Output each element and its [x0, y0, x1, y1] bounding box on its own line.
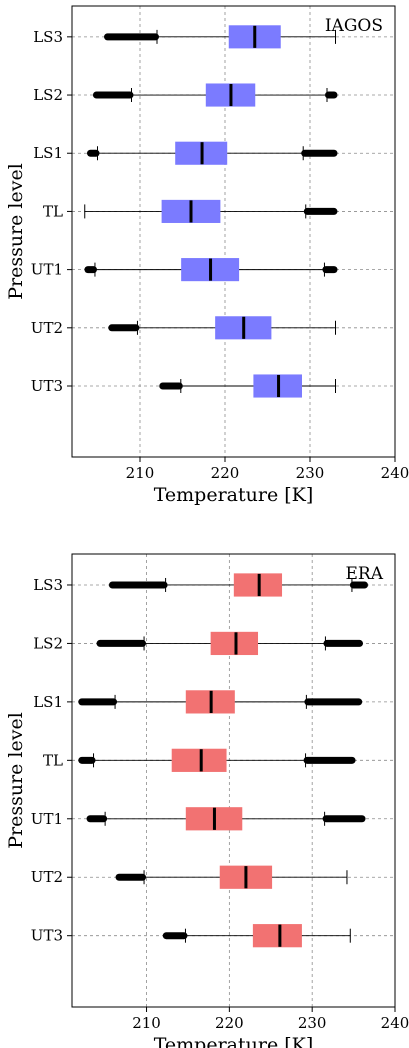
box-ut3	[159, 374, 336, 398]
x-tick-label-220: 220	[215, 1014, 244, 1032]
x-axis-title: Temperature [K]	[154, 1034, 314, 1048]
outliers-low	[104, 33, 159, 41]
box-ut3	[162, 924, 351, 948]
era-boxplot-panel: 210 220 230 240 LS3 LS2 LS1 TL UT1 UT2 UT3 Temperat…	[5, 553, 409, 1048]
iqr-box	[252, 924, 302, 948]
y-tick-label-ut2: UT2	[31, 319, 63, 337]
x-tick-label-240: 240	[381, 1014, 409, 1032]
outliers-high	[301, 149, 338, 157]
y-tick-label-tl: TL	[43, 751, 63, 769]
y-tick-label-ut2: UT2	[31, 868, 63, 886]
y-tick-label-tl: TL	[43, 202, 63, 220]
y-tick-label-ls3: LS3	[33, 576, 63, 594]
box-ls2	[96, 631, 364, 656]
y-tick-label-ut1: UT1	[31, 261, 63, 279]
x-tick-label-220: 220	[211, 464, 240, 482]
outliers-low	[84, 266, 97, 274]
panel-title: IAGOS	[325, 16, 383, 36]
outliers-low	[78, 756, 96, 764]
outliers-high	[323, 639, 364, 647]
y-tick-label-ut1: UT1	[31, 810, 63, 828]
box-ls3	[104, 25, 336, 49]
outliers-high	[322, 815, 366, 823]
outliers-low	[78, 698, 118, 706]
box-ls1	[78, 690, 363, 714]
iagos-boxplot-panel: 210 220 230 240 LS3 LS2 LS1 TL UT1 UT2 UT3 Temperat…	[5, 5, 409, 506]
box-tl	[78, 748, 356, 772]
x-tick-label-210: 210	[132, 1014, 161, 1032]
outliers-low	[96, 639, 147, 647]
outliers-high	[304, 698, 363, 706]
outliers-low	[108, 581, 168, 589]
iqr-box	[210, 631, 259, 656]
axes-frame	[71, 553, 396, 1008]
box-ls3	[108, 573, 369, 597]
y-axis-title: Pressure level	[5, 712, 27, 849]
axes-frame	[71, 5, 396, 458]
iqr-box	[171, 748, 227, 772]
x-tick-label-230: 230	[296, 464, 325, 482]
box-ut1	[86, 807, 366, 831]
x-tick-label-210: 210	[126, 464, 155, 482]
y-axis-title: Pressure level	[5, 163, 27, 300]
y-tick-label-ut3: UT3	[31, 377, 63, 395]
outliers-high	[322, 266, 338, 274]
box-ls1	[87, 141, 338, 165]
outliers-low	[159, 382, 183, 390]
outliers-low	[86, 815, 108, 823]
x-tick-label-230: 230	[298, 1014, 327, 1032]
x-axis-title: Temperature [K]	[154, 484, 314, 506]
outliers-low	[162, 932, 188, 940]
outliers-high	[303, 756, 356, 764]
box-ut2	[115, 865, 348, 889]
outliers-low	[92, 91, 134, 99]
outliers-high	[325, 91, 338, 99]
y-tick-label-ut3: UT3	[31, 927, 63, 945]
y-tick-label-ls3: LS3	[33, 28, 63, 46]
y-tick-label-ls2: LS2	[33, 634, 63, 652]
box-ls2	[92, 83, 338, 107]
box-ut2	[108, 316, 336, 340]
y-tick-label-ls2: LS2	[33, 86, 63, 104]
y-tick-label-ls1: LS1	[33, 693, 63, 711]
box-tl	[84, 199, 338, 223]
panel-title: ERA	[346, 564, 384, 584]
outliers-high	[303, 207, 338, 215]
box-ut1	[84, 258, 338, 282]
outliers-low	[115, 873, 147, 881]
y-tick-label-ls1: LS1	[33, 144, 63, 162]
x-tick-label-240: 240	[381, 464, 409, 482]
outliers-high	[349, 581, 369, 589]
outliers-low	[87, 149, 100, 157]
outliers-low	[108, 324, 140, 332]
